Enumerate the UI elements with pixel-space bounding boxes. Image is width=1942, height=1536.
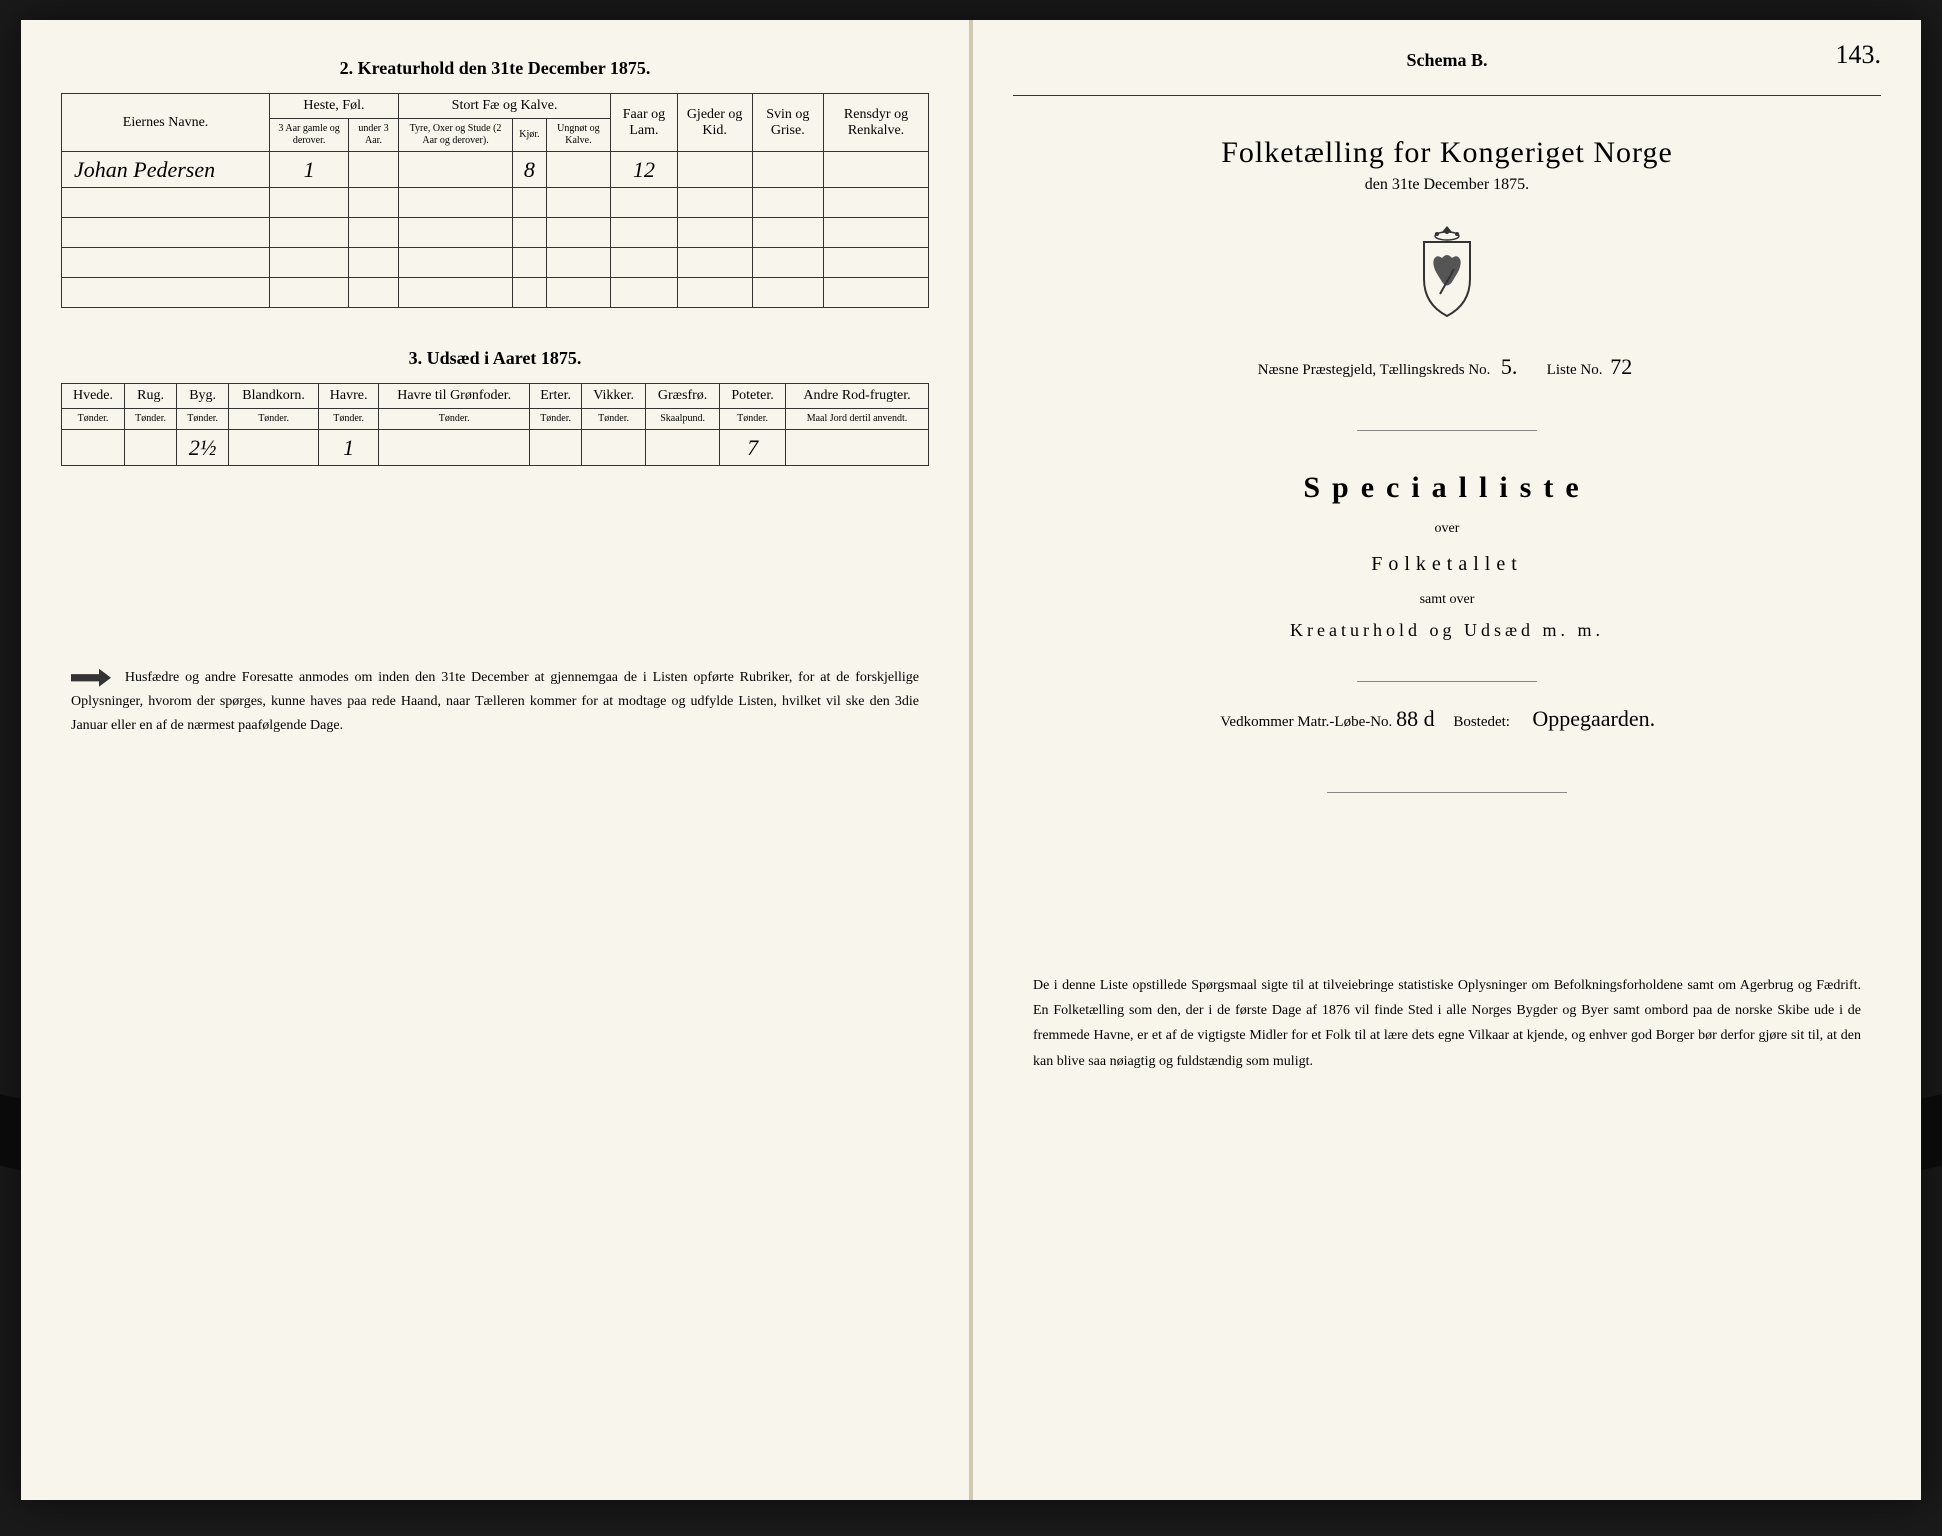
table-row [62,188,929,218]
sub-tonder: Tønder. [319,409,379,430]
col-vikker: Vikker. [582,384,646,409]
folketallet-heading: Folketallet [1013,553,1881,576]
sub-tonder: Tønder. [530,409,582,430]
sub-under3: under 3 Aar. [349,119,399,152]
cell-poteter: 7 [720,430,786,466]
samt-text: samt over [1013,592,1881,608]
cell-empty [379,430,530,466]
col-havretil: Havre til Grønfoder. [379,384,530,409]
divider [1013,95,1881,96]
right-paragraph: De i denne Liste opstillede Spørgsmaal s… [1013,973,1881,1074]
coat-of-arms-icon [1013,224,1881,324]
book-spread: 2. Kreaturhold den 31te December 1875. E… [21,20,1921,1500]
col-eiernes: Eiernes Navne. [62,94,270,152]
cell-empty [530,430,582,466]
vedkommer-line: Vedkommer Matr.-Løbe-No. 88 d Bostedet: … [1013,706,1881,732]
cell-empty [62,430,125,466]
cell-havre: 1 [319,430,379,466]
table-row: Johan Pedersen 1 8 12 [62,152,929,188]
table-row [62,218,929,248]
census-date: den 31te December 1875. [1013,176,1881,194]
table-row [62,248,929,278]
specialliste-heading: Specialliste [1013,471,1881,505]
col-rensdyr: Rensdyr og Renkalve. [824,94,929,152]
sowing-table: Hvede. Rug. Byg. Blandkorn. Havre. Havre… [61,383,929,466]
col-graesfro: Græsfrø. [646,384,720,409]
cell-faar: 12 [611,152,677,188]
sub-tonder: Tønder. [379,409,530,430]
col-blandkorn: Blandkorn. [229,384,319,409]
sub-tyre: Tyre, Oxer og Stude (2 Aar og derover). [398,119,512,152]
bostedet-value: Oppegaarden. [1514,706,1674,732]
cell-byg: 2½ [177,430,229,466]
matr-no: 88 d [1396,706,1435,732]
divider [1357,681,1537,682]
cell-empty [125,430,177,466]
table-row [62,278,929,308]
cell-heste3: 1 [270,152,349,188]
cell-empty [646,430,720,466]
district-label: Næsne Præstegjeld, Tællingskreds No. [1258,362,1491,378]
cell-empty [398,152,512,188]
col-byg: Byg. [177,384,229,409]
right-page: 143. Schema B. Folketælling for Kongerig… [971,20,1921,1500]
cell-kjor: 8 [513,152,546,188]
table-row: 2½ 1 7 [62,430,929,466]
col-stort-group: Stort Fæ og Kalve. [398,94,611,119]
schema-label: Schema B. [1013,50,1881,71]
vedkommer-label: Vedkommer Matr.-Løbe-No. [1220,714,1392,730]
bostedet-label: Bostedet: [1453,714,1510,730]
divider [1327,792,1567,793]
section2-title: 2. Kreaturhold den 31te December 1875. [61,58,929,79]
livestock-table: Eiernes Navne. Heste, Føl. Stort Fæ og K… [61,93,929,308]
cell-empty [677,152,752,188]
sub-skaalpund: Skaalpund. [646,409,720,430]
sub-tonder: Tønder. [62,409,125,430]
census-title: Folketælling for Kongeriget Norge [1013,136,1881,170]
cell-empty [546,152,611,188]
sub-tonder: Tønder. [229,409,319,430]
sub-tonder: Tønder. [720,409,786,430]
sub-tonder: Tønder. [177,409,229,430]
col-rug: Rug. [125,384,177,409]
col-poteter: Poteter. [720,384,786,409]
col-hvede: Hvede. [62,384,125,409]
cell-empty [752,152,823,188]
district-line: Næsne Præstegjeld, Tællingskreds No. 5. … [1013,354,1881,380]
col-faar: Faar og Lam. [611,94,677,152]
col-heste-group: Heste, Føl. [270,94,399,119]
sub-ungnot: Ungnøt og Kalve. [546,119,611,152]
sub-maal: Maal Jord dertil anvendt. [785,409,928,430]
sub-kjor: Kjør. [513,119,546,152]
kreatur-heading: Kreaturhold og Udsæd m. m. [1013,620,1881,641]
liste-no: 72 [1606,354,1636,380]
over-text: over [1013,521,1881,537]
cell-empty [582,430,646,466]
kreds-no: 5. [1494,354,1524,380]
divider [1357,430,1537,431]
col-havre: Havre. [319,384,379,409]
cell-empty [229,430,319,466]
col-andre: Andre Rod-frugter. [785,384,928,409]
sub-tonder: Tønder. [125,409,177,430]
section3-title: 3. Udsæd i Aaret 1875. [61,348,929,369]
footnote-text: Husfædre og andre Foresatte anmodes om i… [71,670,919,733]
liste-label: Liste No. [1547,362,1603,378]
col-erter: Erter. [530,384,582,409]
col-svin: Svin og Grise. [752,94,823,152]
cell-empty [824,152,929,188]
sub-tonder: Tønder. [582,409,646,430]
col-gjeder: Gjeder og Kid. [677,94,752,152]
pointing-hand-icon [71,669,111,687]
left-page: 2. Kreaturhold den 31te December 1875. E… [21,20,971,1500]
cell-name: Johan Pedersen [62,152,270,188]
cell-empty [349,152,399,188]
cell-empty [785,430,928,466]
sub-3aar: 3 Aar gamle og derover. [270,119,349,152]
page-number: 143. [1836,40,1882,70]
left-footnote: Husfædre og andre Foresatte anmodes om i… [61,666,929,737]
